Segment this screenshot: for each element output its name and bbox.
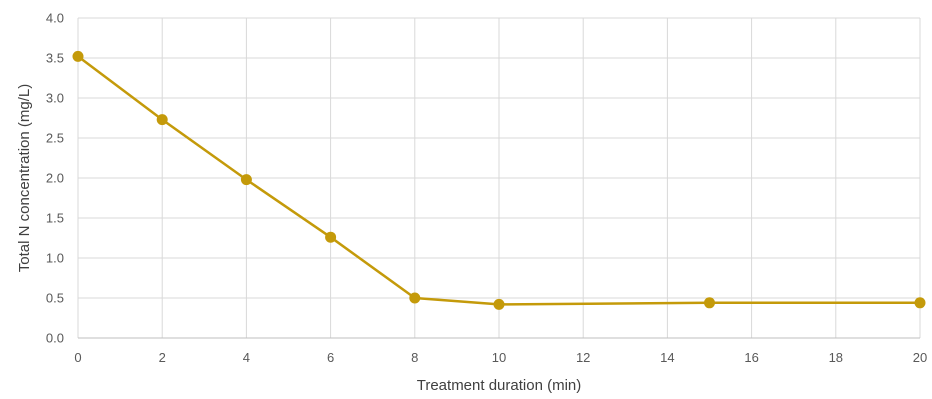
x-tick-label: 10: [492, 350, 506, 365]
y-axis-title: Total N concentration (mg/L): [16, 84, 33, 272]
x-tick-label: 18: [829, 350, 843, 365]
y-tick-label: 3.5: [46, 51, 64, 66]
x-tick-label: 4: [243, 350, 250, 365]
y-tick-label: 2.5: [46, 131, 64, 146]
series-line: [77, 55, 920, 306]
data-point: [72, 50, 84, 62]
data-point: [409, 292, 421, 304]
data-point: [493, 298, 505, 310]
x-tick-label: 0: [74, 350, 81, 365]
x-tick-label: 12: [576, 350, 590, 365]
x-tick-label: 20: [913, 350, 927, 365]
x-tick-label: 2: [159, 350, 166, 365]
data-point: [156, 114, 168, 126]
y-tick-label: 1.5: [46, 211, 64, 226]
y-tick-label: 3.0: [46, 91, 64, 106]
x-tick-label: 16: [744, 350, 758, 365]
x-tick-label: 8: [411, 350, 418, 365]
data-point: [325, 231, 337, 243]
y-tick-label: 2.0: [46, 171, 64, 186]
data-point: [704, 297, 715, 309]
y-tick-label: 0.0: [46, 331, 64, 346]
y-tick-label: 1.0: [46, 251, 64, 266]
tick-labels: 0.0 0.5 1.0 1.5 2.0 2.5 3.0 3.5 4.0 0 2 4 6 8 10 12 14 16…: [46, 11, 927, 366]
x-tick-label: 14: [660, 350, 674, 365]
x-axis-title: Treatment duration (min): [417, 377, 582, 394]
y-tick-label: 0.5: [46, 291, 64, 306]
y-tick-label: 4.0: [46, 11, 64, 26]
x-tick-label: 6: [327, 350, 334, 365]
grid-lines: [77, 17, 921, 338]
data-point: [914, 297, 926, 309]
data-series: [72, 50, 926, 310]
data-point: [240, 174, 252, 186]
